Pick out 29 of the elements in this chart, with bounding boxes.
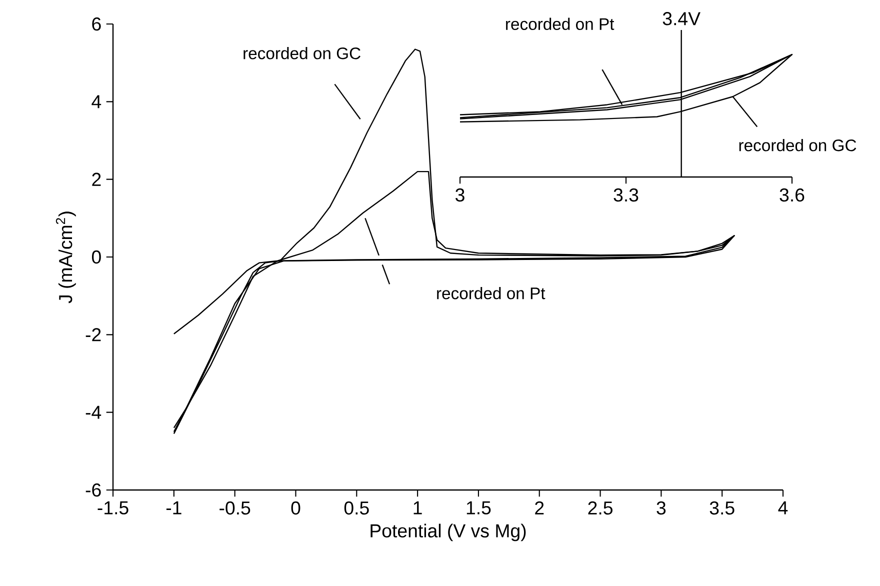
- x-tick-label: 3.3: [614, 188, 638, 202]
- legend-label: recorded on GC: [739, 139, 856, 152]
- x-axis-title: Potential (V vs Mg): [370, 524, 526, 542]
- y-tick-label: -2: [86, 328, 101, 342]
- x-tick-label: 1: [414, 501, 422, 514]
- x-tick-label: 3: [456, 188, 464, 202]
- y-axis-title: J (mA/cm$^{2}$): [56, 212, 76, 304]
- text: recorded on GC: [244, 47, 360, 60]
- x-tick-label: 0.5: [344, 501, 369, 515]
- x-tick-label: -0.5: [220, 501, 250, 515]
- y-tick-label: 2: [92, 172, 101, 186]
- x-tick-label: 0: [291, 501, 300, 515]
- x-tick-label: 3.6: [780, 188, 804, 202]
- ref-line-label: 3.4V: [662, 12, 700, 26]
- x-tick-label: 2.5: [588, 501, 612, 515]
- text: recorded on Pt: [506, 18, 614, 30]
- x-tick-label: 1.5: [466, 501, 491, 514]
- y-tick-label: 4: [92, 95, 102, 108]
- x-tick-label: 4: [778, 501, 788, 514]
- y-tick-label: -6: [86, 483, 101, 497]
- x-tick-label: 3: [656, 501, 666, 515]
- y-tick-label: -4: [86, 406, 102, 419]
- x-tick-label: -1: [166, 501, 182, 514]
- x-tick-label: 2: [535, 501, 544, 514]
- y-tick-label: 0: [92, 250, 101, 264]
- x-tick-label: -1.5: [98, 501, 128, 514]
- x-tick-label: 3.5: [710, 501, 734, 515]
- y-tick-label: 6: [92, 17, 101, 31]
- series-label: recorded on Pt: [437, 286, 546, 300]
